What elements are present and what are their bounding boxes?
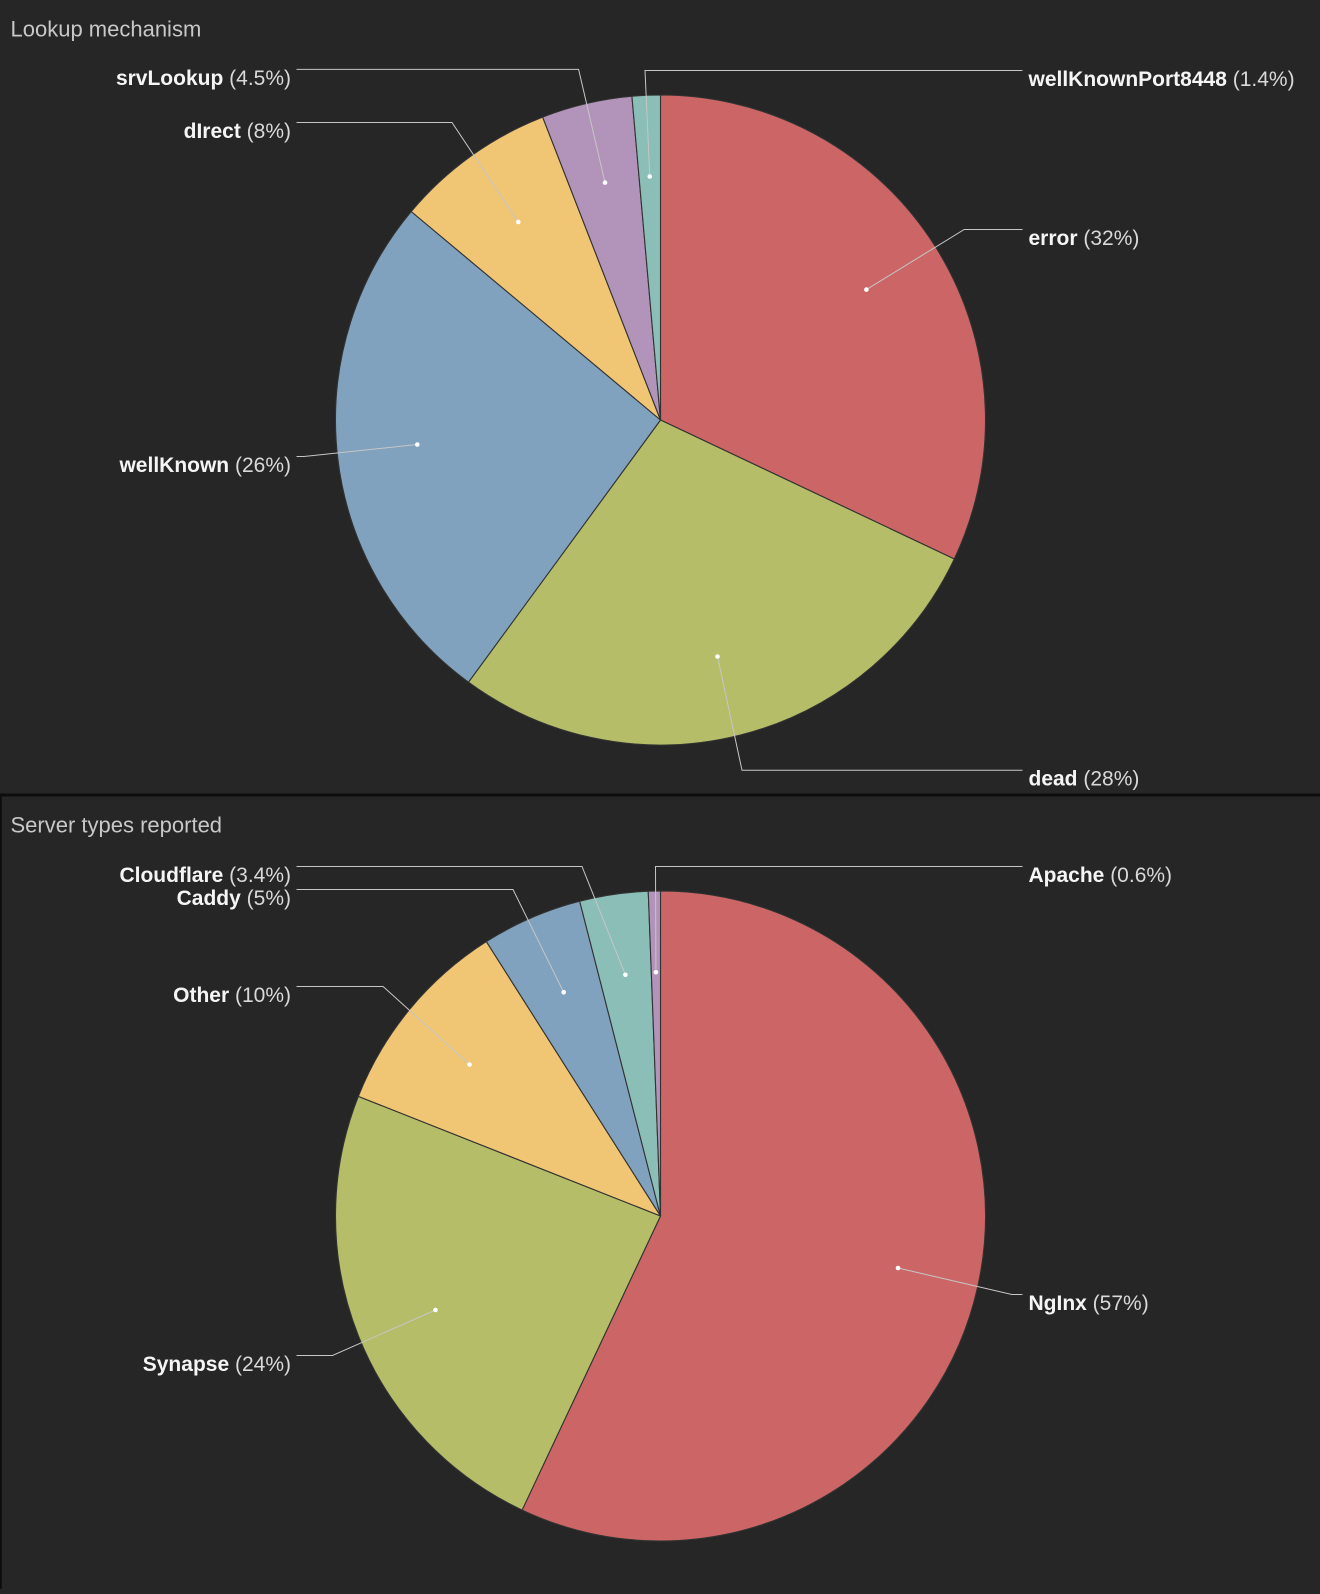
svg-text:error (32%): error (32%) xyxy=(1029,227,1140,250)
svg-text:dIrect (8%): dIrect (8%) xyxy=(184,120,291,143)
svg-text:srvLookup (4.5%): srvLookup (4.5%) xyxy=(116,67,291,90)
svg-text:Other (10%): Other (10%) xyxy=(173,984,291,1007)
svg-text:NgInx (57%): NgInx (57%) xyxy=(1029,1292,1149,1315)
svg-text:Apache (0.6%): Apache (0.6%) xyxy=(1029,864,1173,887)
svg-text:wellKnownPort8448 (1.4%): wellKnownPort8448 (1.4%) xyxy=(1028,68,1295,91)
svg-text:Lookup mechanism: Lookup mechanism xyxy=(11,17,202,42)
svg-text:dead (28%): dead (28%) xyxy=(1029,768,1140,791)
svg-text:Cloudflare (3.4%): Cloudflare (3.4%) xyxy=(119,864,291,887)
svg-text:wellKnown (26%): wellKnown (26%) xyxy=(118,454,291,477)
svg-text:Caddy (5%): Caddy (5%) xyxy=(177,887,291,910)
svg-text:Server types reported: Server types reported xyxy=(11,813,223,838)
svg-text:Synapse (24%): Synapse (24%) xyxy=(143,1353,291,1376)
